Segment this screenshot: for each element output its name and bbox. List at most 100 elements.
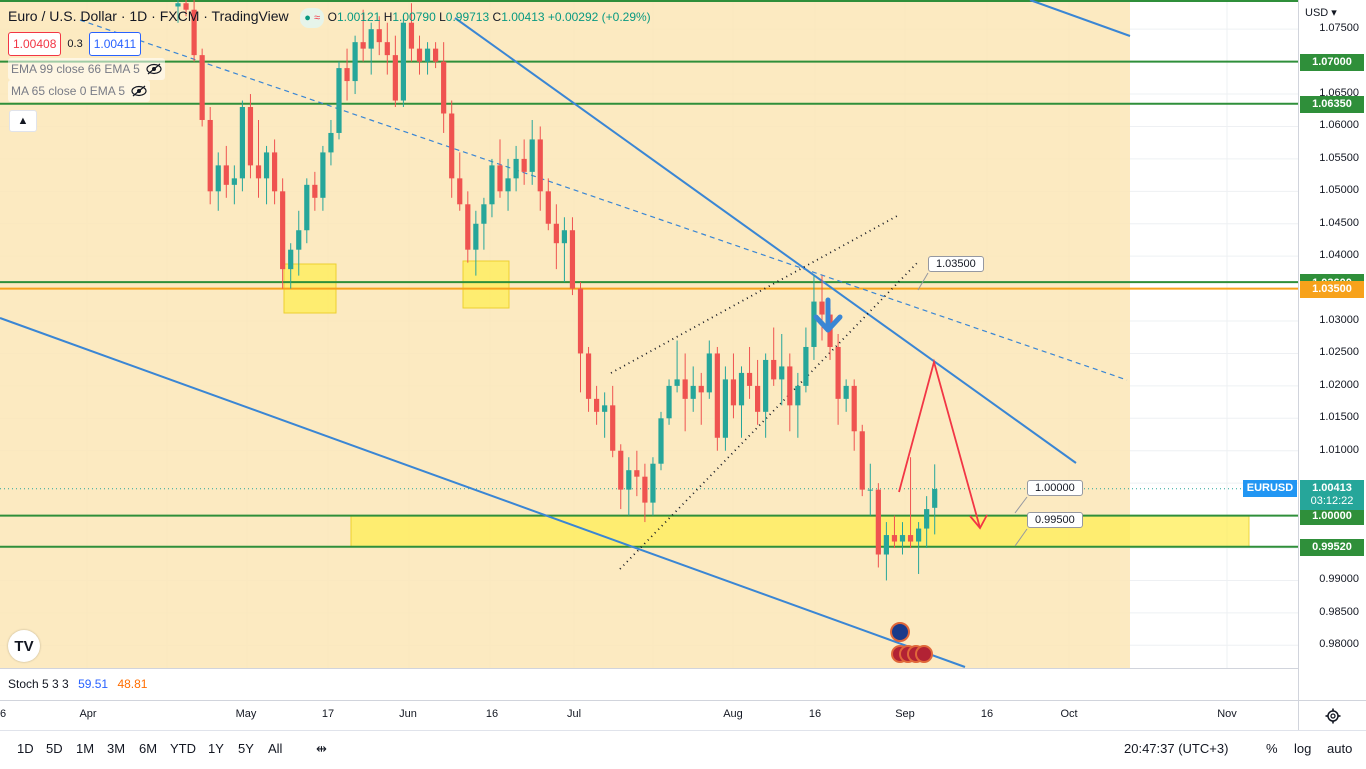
price-chart[interactable]: [0, 0, 1298, 668]
candle: [763, 353, 769, 438]
candle-body: [698, 385, 704, 393]
tradingview-logo[interactable]: TV: [8, 630, 40, 662]
candle-body: [819, 301, 825, 315]
stochastic-pane[interactable]: Stoch 5 3 3 59.51 48.81: [0, 668, 1298, 701]
candle: [183, 0, 189, 17]
time-tick-label: 16: [485, 708, 499, 720]
currency-selector[interactable]: USD ▾: [1305, 7, 1337, 19]
down-arrow-icon: [813, 297, 843, 333]
candle: [666, 379, 672, 425]
candle: [521, 139, 527, 185]
candle-body: [239, 107, 245, 179]
buy-button[interactable]: 1.00411: [88, 32, 142, 56]
candle-body: [175, 3, 181, 7]
candle: [336, 61, 342, 140]
candle-body: [795, 385, 801, 406]
time-axis[interactable]: 6 Apr May 17 Jun 16 Jul Aug 16 Sep 16 Oct Nov: [0, 700, 1298, 730]
candle: [465, 191, 471, 263]
candle-body: [433, 48, 439, 62]
candle-body: [722, 379, 728, 438]
note-label-1[interactable]: 1.03500: [928, 256, 984, 272]
clock-display[interactable]: 20:47:37 (UTC+3): [1124, 741, 1229, 756]
range-button-1y[interactable]: 1Y: [208, 741, 224, 756]
lower-channel-line: [0, 317, 966, 668]
candle-body: [730, 379, 737, 406]
range-button-5d[interactable]: 5D: [46, 741, 63, 756]
candle: [191, 0, 197, 62]
candle: [392, 35, 398, 108]
candle: [771, 327, 777, 386]
candle-body: [521, 158, 527, 172]
ohlc-values: O1.00121 H1.00790 L0.99713 C1.00413 +0.0…: [327, 10, 651, 24]
candle: [215, 152, 221, 211]
percent-scale-toggle[interactable]: %: [1266, 741, 1278, 756]
price-level-tag: 1.07000: [1300, 53, 1364, 71]
candle: [328, 119, 334, 166]
note-label-3[interactable]: 0.99500: [1027, 512, 1083, 528]
date-range-button[interactable]: ⇹: [316, 741, 327, 757]
candle: [312, 171, 318, 211]
candle-body: [408, 22, 415, 49]
range-button-5y[interactable]: 5Y: [238, 741, 254, 756]
range-button-all[interactable]: All: [268, 741, 283, 756]
candle-body: [610, 405, 616, 451]
candle-body: [336, 68, 342, 133]
collapse-legend-button[interactable]: ▲: [9, 110, 37, 132]
candle: [634, 450, 640, 497]
candle-body: [763, 359, 769, 412]
indicator-ema[interactable]: EMA 99 close 66 EMA 5: [8, 58, 165, 80]
candle-body: [779, 366, 785, 380]
candle-body: [553, 223, 559, 244]
candle-body: [891, 535, 898, 542]
candle: [642, 463, 648, 523]
symbol-title[interactable]: Euro / U.S. Dollar · 1D · FXCM · Trading…: [8, 8, 289, 24]
upper-channel-line: [1029, 0, 1131, 37]
price-tick-label: 0.98000: [1319, 638, 1359, 651]
candle: [320, 145, 326, 211]
settings-button[interactable]: [1298, 700, 1366, 731]
range-button-6m[interactable]: 6M: [139, 741, 158, 756]
candle: [899, 522, 906, 555]
candle-body: [859, 431, 865, 490]
chart-area[interactable]: Euro / U.S. Dollar · 1D · FXCM · Trading…: [0, 0, 1298, 668]
time-tick-label: 16: [980, 708, 994, 720]
price-level-tag: 1.06350: [1300, 95, 1364, 113]
candle: [891, 515, 898, 549]
candle-body: [263, 152, 270, 179]
gear-icon: [1325, 708, 1341, 724]
candle-body: [449, 113, 455, 179]
range-button-1m[interactable]: 1M: [76, 741, 95, 756]
range-button-3m[interactable]: 3M: [107, 741, 126, 756]
candle-body: [247, 107, 254, 166]
price-axis[interactable]: USD ▾ 1.07500 1.06500 1.06000 1.05500 1.0500…: [1243, 0, 1366, 700]
candle: [545, 178, 551, 231]
candle-body: [537, 139, 543, 192]
stoch-legend: Stoch 5 3 3 59.51 48.81: [8, 677, 148, 691]
candle-body: [875, 489, 881, 555]
range-button-1d[interactable]: 1D: [17, 741, 34, 756]
candle: [489, 158, 495, 218]
candle: [682, 353, 688, 432]
candle-body: [280, 191, 286, 270]
sell-button[interactable]: 1.00408: [8, 32, 62, 56]
auto-scale-toggle[interactable]: auto: [1327, 741, 1353, 756]
eye-hidden-icon[interactable]: [146, 63, 162, 75]
log-scale-toggle[interactable]: log: [1294, 741, 1312, 756]
note-label-2[interactable]: 1.00000: [1027, 480, 1083, 496]
range-button-ytd[interactable]: YTD: [170, 741, 196, 756]
candle: [400, 16, 406, 108]
candle: [207, 107, 213, 205]
indicator-ma[interactable]: MA 65 close 0 EMA 5: [8, 80, 151, 102]
candle-body: [690, 385, 696, 399]
market-status-icon: ● ≈: [300, 8, 324, 28]
time-tick-label: Apr: [79, 708, 97, 720]
candle-body: [304, 184, 310, 231]
projection-arrowhead: [969, 514, 988, 530]
candle: [851, 379, 857, 451]
price-tick-label: 1.05000: [1319, 184, 1359, 197]
candle: [859, 424, 865, 497]
eye-hidden-icon[interactable]: [131, 85, 147, 97]
note-leader: [1014, 496, 1028, 514]
candle: [352, 35, 358, 95]
candle-body: [400, 22, 406, 101]
